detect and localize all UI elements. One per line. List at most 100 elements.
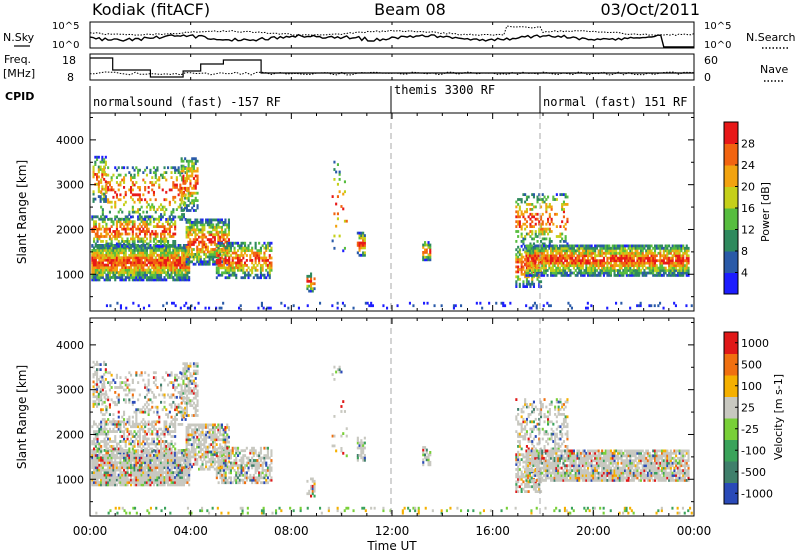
range-gate-cell <box>158 435 161 438</box>
range-gate-cell <box>135 483 138 487</box>
range-gate-cell <box>522 193 525 196</box>
range-gate-cell <box>131 240 134 243</box>
range-gate-cell <box>133 461 136 465</box>
range-gate-cell <box>174 451 177 455</box>
range-gate-cell <box>128 261 131 265</box>
range-gate-cell <box>231 264 234 267</box>
range-gate-cell <box>115 220 118 224</box>
range-gate-cell <box>669 249 672 253</box>
range-gate-cell <box>537 259 540 263</box>
range-gate-cell <box>154 271 157 274</box>
range-gate-cell <box>160 263 163 267</box>
range-gate-cell <box>254 261 257 265</box>
range-gate-cell <box>517 245 520 249</box>
range-gate-cell <box>562 274 565 277</box>
range-gate-cell <box>124 246 127 250</box>
station-title: Kodiak (fitACF) <box>92 0 210 19</box>
range-gate-cell <box>201 225 204 229</box>
range-gate-cell <box>530 264 533 267</box>
range-gate-cell <box>424 251 427 254</box>
range-gate-cell <box>261 244 264 248</box>
range-gate-cell <box>184 251 187 255</box>
range-gate-cell <box>147 473 150 477</box>
range-gate-cell <box>93 246 96 250</box>
range-gate-cell <box>265 276 268 280</box>
range-gate-cell <box>427 255 430 259</box>
range-gate-cell <box>104 190 107 194</box>
range-gate-cell <box>196 221 199 224</box>
range-gate-cell <box>158 468 161 472</box>
range-gate-cell <box>669 264 672 267</box>
range-gate-cell <box>254 259 257 262</box>
range-gate-cell <box>107 198 110 202</box>
noise-tick-top-left: 10^5 <box>52 21 79 32</box>
range-gate-cell <box>137 304 140 308</box>
range-gate-cell <box>624 254 627 258</box>
range-gate-cell <box>242 249 245 252</box>
range-gate-cell <box>424 248 427 252</box>
range-gate-cell <box>149 268 152 272</box>
range-gate-cell <box>144 435 147 438</box>
range-gate-cell <box>624 259 627 263</box>
range-gate-cell <box>135 258 138 262</box>
range-gate-cell <box>158 261 161 265</box>
power-heatmap <box>91 155 693 310</box>
range-gate-cell <box>228 251 231 255</box>
range-gate-cell <box>213 253 216 256</box>
range-gate-cell <box>678 249 681 253</box>
range-gate-cell <box>553 261 556 265</box>
range-gate-cell <box>631 271 634 275</box>
range-gate-cell <box>310 287 313 291</box>
range-gate-cell <box>112 220 115 224</box>
range-gate-cell <box>130 178 133 182</box>
range-gate-cell <box>115 478 118 482</box>
range-gate-cell <box>488 301 491 305</box>
range-gate-cell <box>126 246 129 250</box>
range-gate-cell <box>107 456 110 460</box>
range-gate-cell <box>145 437 148 441</box>
range-gate-cell <box>105 447 108 451</box>
range-gate-cell <box>567 246 570 250</box>
range-gate-cell <box>145 222 148 226</box>
range-gate-cell <box>119 463 122 467</box>
range-gate-cell <box>142 268 145 272</box>
range-gate-cell <box>100 468 103 472</box>
range-gate-cell <box>629 249 632 253</box>
range-gate-cell <box>247 246 250 250</box>
range-gate-cell <box>475 301 478 305</box>
range-gate-cell <box>639 244 642 248</box>
range-gate-cell <box>578 266 581 270</box>
range-gate-cell <box>558 266 561 270</box>
range-gate-cell <box>558 246 561 250</box>
range-gate-cell <box>100 449 103 453</box>
range-gate-cell <box>142 483 145 487</box>
range-gate-cell <box>674 304 677 308</box>
range-gate-cell <box>546 254 549 258</box>
range-gate-cell <box>151 183 154 187</box>
range-gate-cell <box>128 171 131 174</box>
range-gate-cell <box>235 251 238 255</box>
range-gate-cell <box>103 471 106 474</box>
range-gate-cell <box>555 259 558 263</box>
range-gate-cell <box>238 268 241 272</box>
range-gate-cell <box>94 163 97 166</box>
range-gate-cell <box>177 256 180 260</box>
range-gate-cell <box>131 422 134 426</box>
range-gate-cell <box>181 251 184 255</box>
range-gate-cell <box>187 245 190 249</box>
range-gate-cell <box>97 175 100 179</box>
range-gate-cell <box>254 273 257 277</box>
range-gate-cell <box>179 188 182 192</box>
range-gate-cell <box>144 188 147 192</box>
range-gate-cell <box>140 425 143 429</box>
range-gate-cell <box>201 260 204 264</box>
range-gate-cell <box>107 186 110 189</box>
range-gate-cell <box>515 260 518 264</box>
range-gate-cell <box>530 271 533 275</box>
range-gate-cell <box>187 228 190 232</box>
range-gate-cell <box>158 461 161 465</box>
range-gate-cell <box>529 285 532 288</box>
range-gate-cell <box>167 478 170 482</box>
range-gate-cell <box>162 304 165 308</box>
range-gate-cell <box>156 266 159 269</box>
